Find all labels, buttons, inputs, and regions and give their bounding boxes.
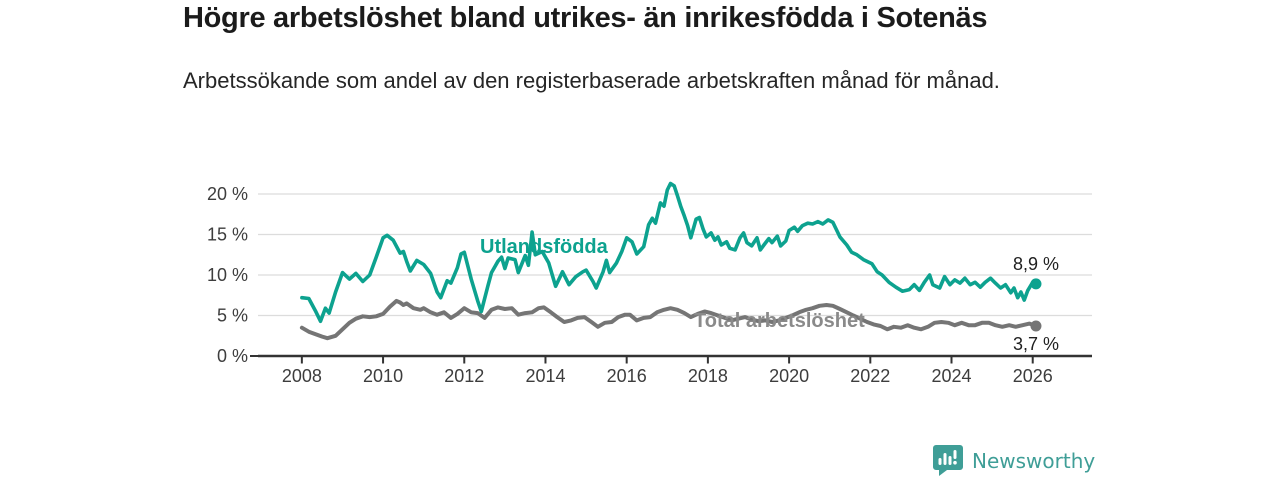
x-tick-label: 2010 [363,366,403,386]
x-tick-label: 2022 [850,366,890,386]
x-tick-label: 2014 [525,366,565,386]
series-end-dot [1030,320,1042,332]
x-tick-label: 2012 [444,366,484,386]
brand-name: Newsworthy [972,448,1096,473]
series-end-value: 3,7 % [1013,334,1059,354]
x-tick-label: 2020 [769,366,809,386]
chart-subtitle: Arbetssökande som andel av den registerb… [183,68,1000,93]
x-tick-label: 2026 [1013,366,1053,386]
x-tick-label: 2008 [282,366,322,386]
series-label-utlandsfodda: Utlandsfödda [480,236,609,258]
x-tick-label: 2018 [688,366,728,386]
series-line-total-arbetslöshet [299,298,1038,341]
newsworthy-brand-link[interactable]: Newsworthy [933,445,1095,476]
x-tick-label: 2016 [607,366,647,386]
y-tick-label: 5 % [217,306,248,326]
page-title: Högre arbetslöshet bland utrikes- än inr… [183,2,988,34]
x-tick-label: 2024 [931,366,971,386]
y-tick-label: 10 % [207,265,248,285]
series-label-total: Total arbetslöshet [694,310,865,332]
series-end-value: 8,9 % [1013,254,1059,274]
y-tick-label: 20 % [207,184,248,204]
y-tick-label: 15 % [207,225,248,245]
bar-chart-speech-bubble-icon [933,445,963,476]
y-tick-label: 0 % [217,346,248,366]
series-line-utlandsfödda [300,181,1038,323]
unemployment-line-chart: 0 % 5 % 10 % 15 % 20 % 2008 2010 2012 2014 2016 20… [207,181,1092,386]
series-end-dot [1030,278,1042,290]
